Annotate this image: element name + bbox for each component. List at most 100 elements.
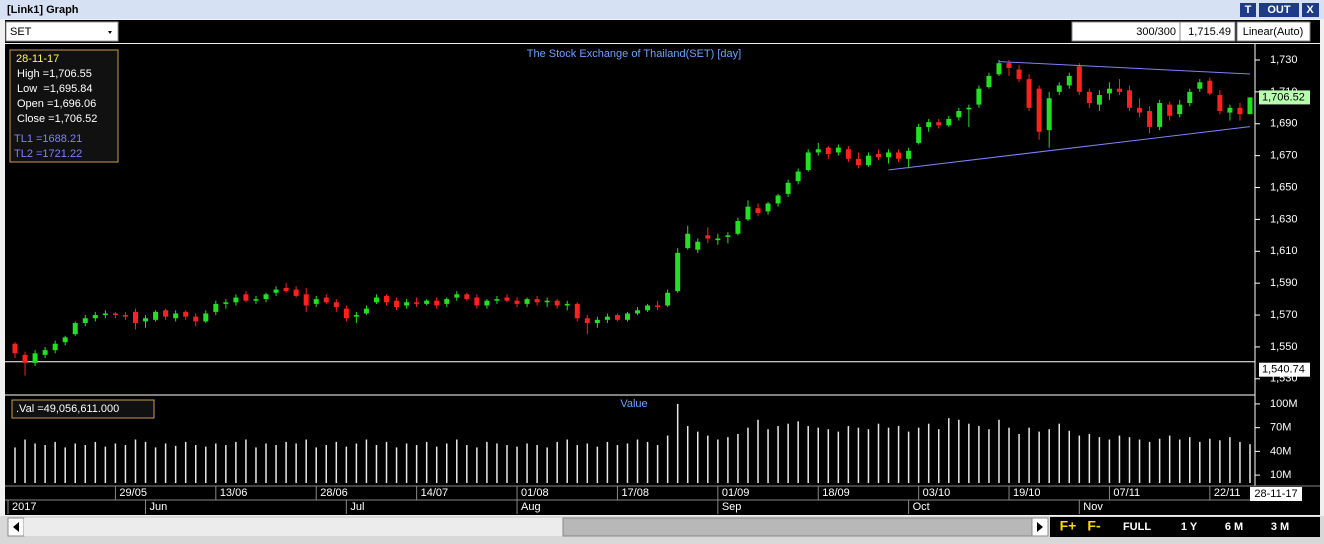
- candle-body: [454, 294, 460, 298]
- candle-body: [976, 88, 982, 105]
- volume-bar: [134, 439, 137, 484]
- volume-bar: [1158, 438, 1161, 484]
- candle-body: [82, 318, 88, 324]
- y-tick-label: 40M: [1270, 445, 1291, 457]
- candle-body: [373, 297, 379, 303]
- volume-bar: [365, 439, 368, 484]
- zoom-out[interactable]: F-: [1087, 518, 1101, 534]
- volume-bar: [1199, 441, 1201, 484]
- candle-body: [384, 295, 390, 303]
- button[interactable]: [1240, 3, 1256, 17]
- volume-bar: [225, 445, 227, 484]
- scale-box[interactable]: [1236, 21, 1311, 42]
- button-label[interactable]: X: [1306, 4, 1314, 16]
- title-bar: [0, 0, 1324, 19]
- candle-body: [1137, 107, 1143, 113]
- candle-body: [825, 147, 831, 155]
- x-tick-label: 07/11: [1113, 487, 1140, 499]
- candle-body: [434, 300, 440, 306]
- arrow[interactable]: [13, 522, 19, 532]
- y-tick-label: 1,730: [1270, 54, 1298, 66]
- scroll-thumb[interactable]: [562, 517, 1033, 537]
- range-button[interactable]: 6 M: [1225, 521, 1243, 533]
- candle-body: [293, 289, 299, 296]
- candle-body: [1106, 88, 1112, 94]
- candle-body: [966, 107, 972, 110]
- volume-bar: [626, 443, 629, 484]
- volume-bar: [1138, 439, 1141, 484]
- candle-body: [805, 152, 811, 170]
- x-tick-label: 28/06: [320, 487, 348, 499]
- volume-bar: [24, 439, 26, 484]
- volume-bar: [255, 447, 257, 484]
- volume-bar: [556, 441, 558, 484]
- y-tick-label: 1,550: [1270, 341, 1298, 353]
- plot: 1,5301,5501,5701,5901,6101,6301,6501,670…: [5, 54, 1310, 514]
- candle-body: [1096, 95, 1102, 105]
- volume-bar: [536, 445, 538, 484]
- volume-bar: [968, 423, 970, 484]
- symbol-combo[interactable]: [5, 21, 119, 42]
- candle-body: [815, 149, 821, 153]
- volume-bar: [1108, 439, 1111, 484]
- candle-body: [685, 233, 691, 249]
- volume-bar: [1068, 430, 1071, 484]
- volume-bar: [727, 437, 729, 484]
- volume-bar: [215, 443, 217, 484]
- range-button[interactable]: 1 Y: [1181, 521, 1198, 533]
- volume-bar: [295, 443, 297, 484]
- month-label: Oct: [913, 501, 930, 513]
- zoom-in[interactable]: F+: [1060, 518, 1077, 534]
- arrow[interactable]: [1037, 522, 1043, 532]
- candle-body: [1167, 104, 1173, 116]
- volume-bar: [676, 403, 679, 484]
- info-line: Close =1,706.52: [17, 113, 97, 125]
- volume-bar: [917, 427, 920, 484]
- range-button[interactable]: FULL: [1123, 521, 1151, 533]
- info-date: 28-11-17: [16, 53, 59, 65]
- candle-body: [1127, 90, 1133, 108]
- date-box: [1250, 487, 1302, 501]
- candle-body: [1187, 91, 1193, 104]
- volume-bar: [857, 427, 860, 484]
- button-label[interactable]: OUT: [1267, 4, 1291, 16]
- y-tick-label: 1,650: [1270, 181, 1298, 193]
- candle-body: [675, 252, 681, 292]
- button-label[interactable]: T: [1245, 4, 1252, 16]
- candle-body: [494, 299, 500, 301]
- candle-body: [92, 315, 98, 319]
- candle-body: [544, 300, 550, 303]
- y-tick-label: 1,630: [1270, 213, 1298, 225]
- y-tick-label: 1,590: [1270, 277, 1298, 289]
- candle-body: [594, 319, 600, 324]
- range-button[interactable]: 3 M: [1271, 521, 1289, 533]
- candle-body: [1157, 103, 1163, 127]
- candle-body: [845, 149, 851, 159]
- candle-body: [886, 152, 892, 158]
- candle-body: [223, 302, 229, 304]
- button[interactable]: [1302, 3, 1319, 17]
- candle-body: [906, 150, 912, 159]
- candle-body: [193, 316, 199, 322]
- volume-bar: [1239, 441, 1241, 484]
- candle-body: [273, 289, 279, 293]
- hline-label: 1,540.74: [1262, 364, 1305, 376]
- symbol[interactable]: SET: [10, 26, 32, 38]
- candle-body: [705, 235, 711, 239]
- volume-bar: [697, 431, 699, 484]
- scale[interactable]: Linear(Auto): [1243, 26, 1304, 38]
- volume-bar: [476, 447, 478, 484]
- trend-label: TL1 =1688.21: [14, 133, 82, 145]
- candle-body: [353, 315, 359, 317]
- hline-label-box: [1259, 362, 1310, 377]
- candle-body: [504, 297, 510, 301]
- combo-arrow[interactable]: [108, 31, 112, 34]
- candle-body: [946, 118, 952, 126]
- volume-bar: [807, 426, 809, 484]
- volume-bar: [506, 445, 508, 484]
- volume-bar: [707, 435, 709, 484]
- volume-bar: [1178, 439, 1181, 484]
- candle-body: [1227, 107, 1233, 113]
- button[interactable]: [1259, 3, 1299, 17]
- volume-bar: [44, 445, 46, 484]
